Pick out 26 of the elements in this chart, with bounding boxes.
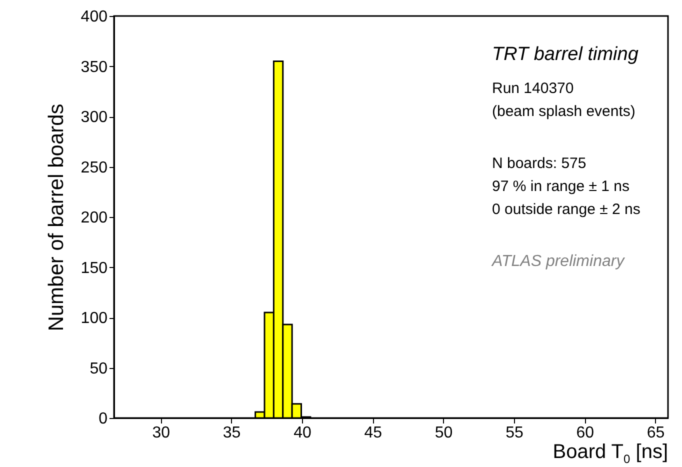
- y-tick-label: 0: [98, 410, 108, 428]
- x-tick-label: 50: [434, 424, 453, 442]
- annotation: N boards: 575: [492, 155, 586, 172]
- annotation: 97 % in range ± 1 ns: [492, 178, 630, 195]
- annotation: 0 outside range ± 2 ns: [492, 201, 640, 218]
- x-tick-label: 65: [646, 424, 665, 442]
- x-tick-label: 55: [506, 424, 524, 442]
- y-tick-label: 50: [90, 360, 108, 378]
- annotation: Run 140370: [492, 80, 574, 97]
- y-tick-label: 100: [80, 310, 108, 327]
- y-tick-label: 200: [80, 210, 108, 226]
- x-tick-label: 45: [364, 424, 382, 442]
- y-tick-label: 250: [80, 159, 108, 176]
- x-tick-label: 40: [294, 424, 312, 442]
- annotation: (beam splash events): [492, 103, 636, 120]
- x-tick-label: 60: [576, 424, 594, 442]
- x-tick-label: 35: [222, 424, 241, 442]
- x-tick-label: 30: [152, 424, 170, 442]
- y-tick-label: 350: [80, 58, 108, 76]
- annotation: ATLAS preliminary: [491, 253, 626, 270]
- y-axis-title: Number of barrel boards: [44, 104, 68, 332]
- y-tick-label: 400: [80, 8, 108, 26]
- x-axis-title: Board T$_{0}$ [ns]: [552, 441, 668, 466]
- y-tick-label: 300: [80, 109, 108, 126]
- annotation: TRT barrel timing: [492, 44, 639, 65]
- y-tick-label: 150: [80, 260, 108, 277]
